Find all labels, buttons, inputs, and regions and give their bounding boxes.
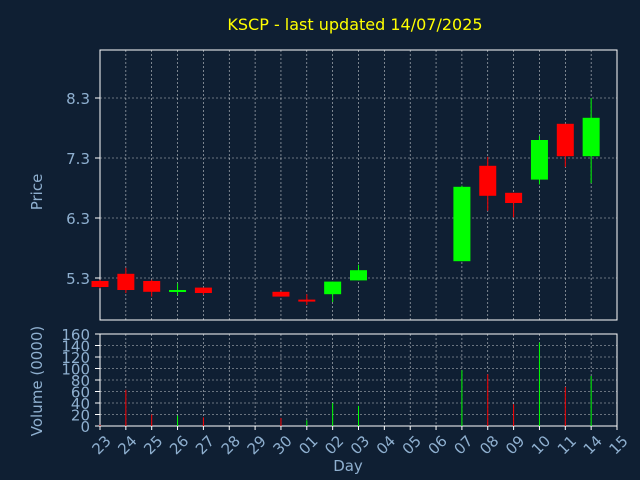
price-panel: 5.3 6.3 7.3 8.3 (66, 49, 618, 321)
candle-body (298, 299, 316, 302)
chart-title: KSCP - last updated 14/07/2025 (227, 15, 482, 34)
price-tick-label: 5.3 (66, 270, 90, 288)
volume-tick-label: 160 (61, 326, 90, 344)
x-axis-label: Day (333, 457, 363, 475)
volume-tick-label: 20 (71, 407, 90, 425)
candle-body (530, 140, 548, 180)
candle-body (143, 281, 161, 292)
volume-tick-label: 40 (71, 395, 90, 413)
candle-body (169, 290, 187, 292)
volume-tick-label: 140 (61, 338, 90, 356)
candle-body (479, 165, 497, 196)
price-axis-label: Price (28, 174, 46, 211)
price-tick-label: 8.3 (66, 90, 90, 108)
candle-body (91, 281, 109, 287)
price-tick-label: 7.3 (66, 150, 90, 168)
volume-tick-label: 100 (61, 361, 90, 379)
candle-body (194, 287, 212, 293)
candle-body (324, 281, 342, 295)
candle-body (350, 270, 367, 281)
volume-tick-label: 120 (61, 349, 90, 367)
price-tick-label: 6.3 (66, 210, 90, 228)
volume-tick-label: 60 (71, 384, 90, 402)
volume-tick-label: 80 (71, 372, 90, 390)
candle-body (505, 192, 523, 203)
candle-body (556, 123, 574, 157)
candle-body (582, 117, 600, 157)
candle-body (453, 186, 471, 262)
volume-tick-label: 0 (80, 418, 90, 436)
volume-axis-label: Volume (0000) (28, 326, 46, 436)
candle-body (117, 273, 135, 290)
candle-body (272, 291, 290, 297)
